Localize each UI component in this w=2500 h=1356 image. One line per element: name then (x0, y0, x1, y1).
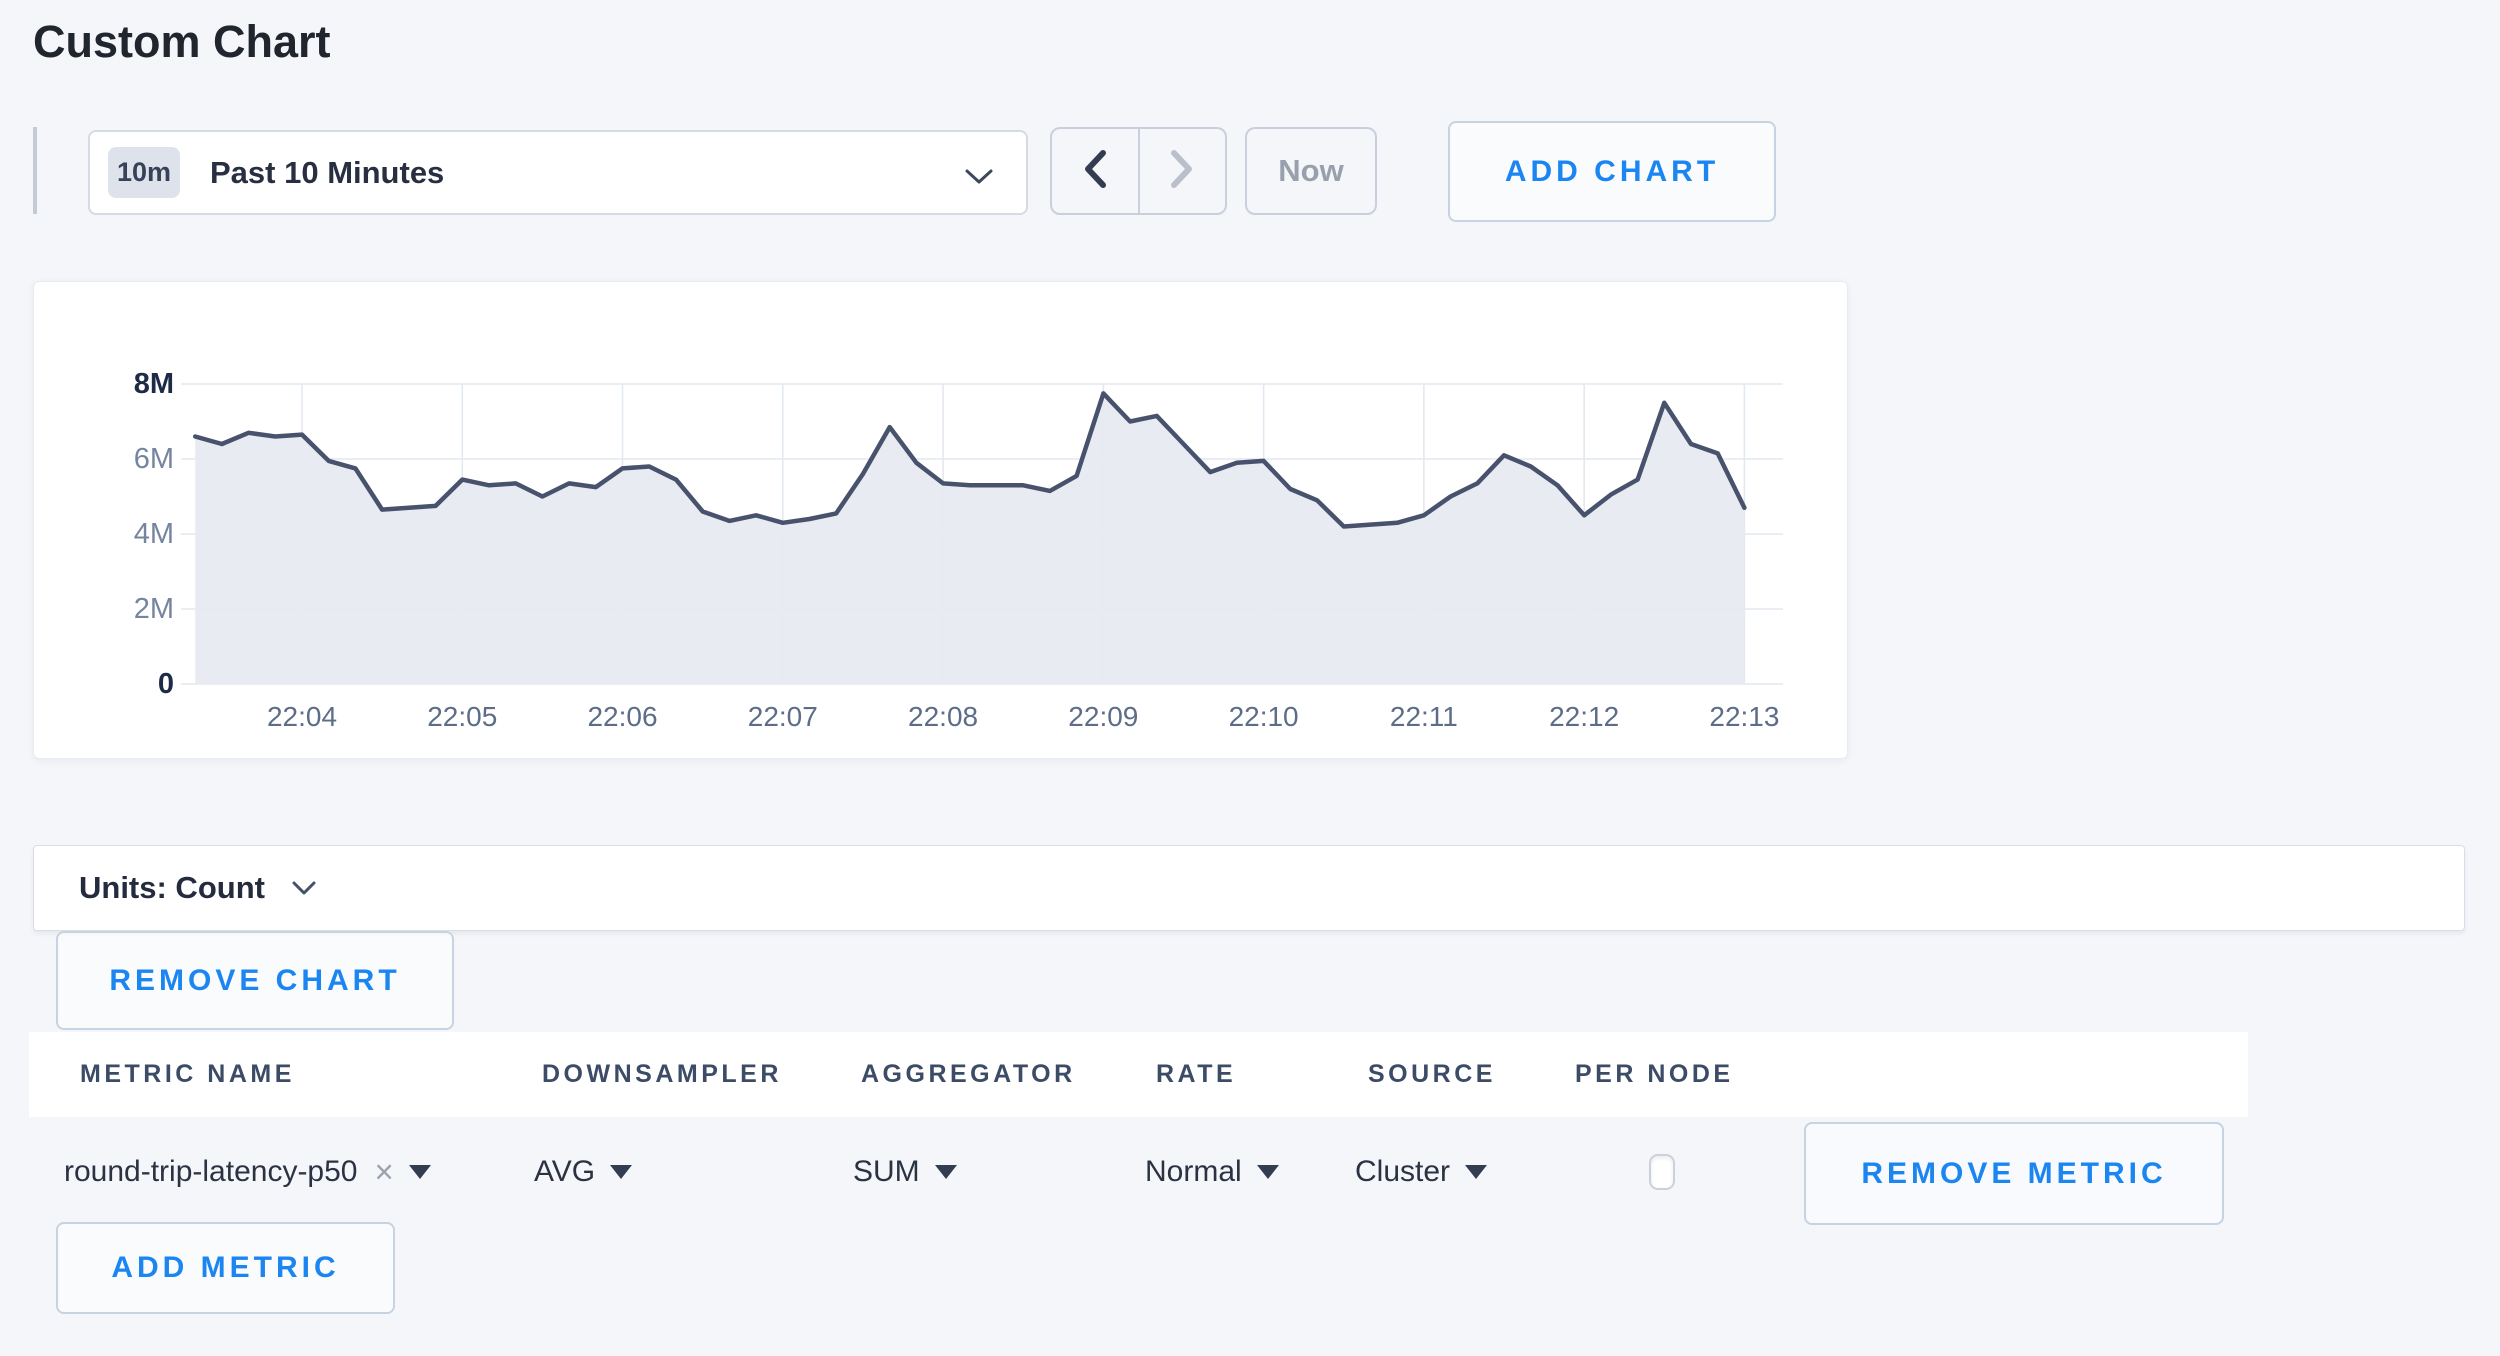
metrics-table-header: METRIC NAME DOWNSAMPLER AGGREGATOR RATE … (29, 1032, 2248, 1117)
units-dropdown[interactable]: Units: Count (33, 845, 2465, 931)
rate-value: Normal (1145, 1155, 1242, 1188)
remove-metric-button[interactable]: REMOVE METRIC (1804, 1122, 2224, 1225)
y-axis-tick-label: 8M (133, 368, 174, 400)
metric-row: round-trip-latency-p50 × AVG SUM Normal … (0, 1117, 2500, 1227)
column-header-source: SOURCE (1368, 1060, 1496, 1088)
y-axis-tick-label: 6M (133, 443, 174, 475)
column-header-downsampler: DOWNSAMPLER (542, 1060, 782, 1088)
caret-down-icon (1256, 1165, 1279, 1179)
y-axis-tick-label: 0 (157, 668, 174, 700)
metric-name-select[interactable]: round-trip-latency-p50 × (64, 1117, 431, 1227)
x-axis-tick-label: 22:11 (1389, 701, 1458, 732)
caret-down-icon (934, 1165, 957, 1179)
remove-tag-icon[interactable]: × (374, 1153, 394, 1190)
x-axis-tick-label: 22:13 (1709, 701, 1780, 732)
x-axis-tick-label: 22:12 (1549, 701, 1620, 732)
downsampler-value: AVG (534, 1155, 596, 1188)
aggregator-select[interactable]: SUM (853, 1117, 957, 1227)
time-nav-group (1050, 127, 1227, 215)
y-axis-tick-label: 4M (133, 518, 174, 550)
column-header-aggregator: AGGREGATOR (861, 1060, 1076, 1088)
metric-name-value: round-trip-latency-p50 (64, 1155, 358, 1188)
x-axis-tick-label: 22:08 (908, 701, 979, 732)
x-axis-tick-label: 22:07 (747, 701, 818, 732)
downsampler-select[interactable]: AVG (534, 1117, 633, 1227)
time-back-button[interactable] (1052, 129, 1140, 213)
chevron-down-icon (964, 167, 994, 190)
chevron-down-icon (291, 880, 317, 901)
x-axis-tick-label: 22:06 (587, 701, 658, 732)
caret-down-icon (610, 1165, 633, 1179)
caret-down-icon (1465, 1165, 1488, 1179)
add-metric-button[interactable]: ADD METRIC (56, 1222, 395, 1314)
rate-select[interactable]: Normal (1145, 1117, 1279, 1227)
chevron-right-icon (1169, 149, 1195, 194)
remove-chart-button[interactable]: REMOVE CHART (56, 931, 454, 1030)
time-window-label: Past 10 Minutes (210, 154, 445, 190)
x-axis-tick-label: 22:05 (427, 701, 498, 732)
y-axis-tick-label: 2M (133, 593, 174, 625)
x-axis-tick-label: 22:04 (266, 701, 338, 732)
chevron-left-icon (1082, 149, 1108, 194)
aggregator-value: SUM (853, 1155, 920, 1188)
chart-card: 0 2M 4M 6M 8M 22:04 22:05 22:06 22:07 22:08 22:09… (33, 281, 1848, 759)
toolbar-left-rule (33, 127, 37, 214)
chart-svg[interactable] (34, 282, 1849, 760)
source-select[interactable]: Cluster (1355, 1117, 1488, 1227)
page-title: Custom Chart (33, 16, 331, 67)
units-label: Units: Count (79, 870, 265, 905)
column-header-rate: RATE (1156, 1060, 1237, 1088)
time-window-badge: 10m (108, 147, 180, 198)
column-header-per-node: PER NODE (1575, 1060, 1734, 1088)
source-value: Cluster (1355, 1155, 1451, 1188)
time-forward-button[interactable] (1140, 129, 1226, 213)
per-node-checkbox[interactable] (1649, 1154, 1675, 1190)
time-window-dropdown[interactable]: 10m Past 10 Minutes (88, 130, 1028, 215)
now-button[interactable]: Now (1245, 127, 1377, 215)
column-header-metric-name: METRIC NAME (80, 1060, 295, 1088)
add-chart-button[interactable]: ADD CHART (1448, 121, 1776, 222)
x-axis-tick-label: 22:10 (1228, 701, 1299, 732)
x-axis-tick-label: 22:09 (1068, 701, 1139, 732)
caret-down-icon (408, 1165, 431, 1179)
